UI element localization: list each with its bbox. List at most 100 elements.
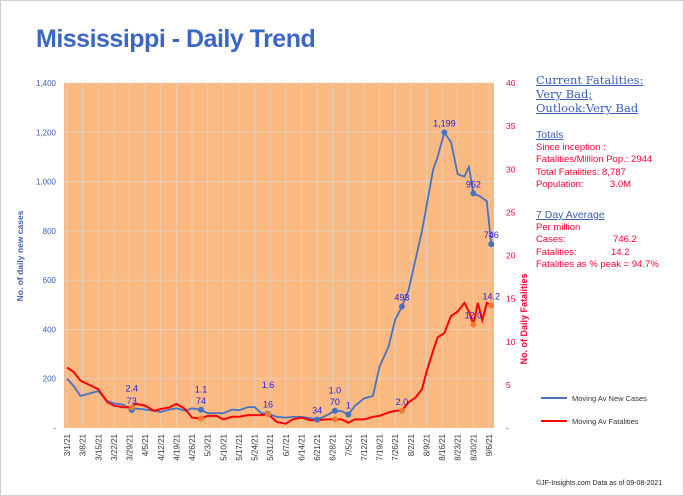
x-tick-label: 5/3/21 bbox=[204, 433, 213, 456]
x-tick-label: 7/5/21 bbox=[344, 433, 353, 456]
status-line: Outlook:Very Bad bbox=[536, 101, 639, 115]
y2-tick-label: 20 bbox=[506, 251, 516, 261]
x-tick-label: 6/21/21 bbox=[313, 433, 322, 460]
x-tick-label: 8/16/21 bbox=[438, 433, 447, 460]
x-tick-label: 9/6/21 bbox=[485, 433, 494, 456]
x-tick-label: 3/1/21 bbox=[63, 433, 72, 456]
data-label: 12.0 bbox=[465, 311, 483, 321]
data-label: 74 bbox=[196, 396, 206, 406]
data-point-marker bbox=[488, 241, 495, 248]
totals-line: Total Fatalities: 8,787 bbox=[536, 166, 626, 178]
data-point-marker bbox=[128, 404, 135, 411]
data-point-marker bbox=[331, 407, 338, 414]
plot-area bbox=[64, 83, 494, 428]
data-point-marker bbox=[398, 407, 405, 414]
y2-tick-label: 25 bbox=[506, 207, 516, 217]
data-point-marker bbox=[314, 416, 321, 423]
x-tick-label: 7/12/21 bbox=[360, 433, 369, 460]
y-tick-label: 400 bbox=[43, 325, 57, 334]
status-line: Very Bad; bbox=[536, 87, 593, 101]
y2-axis-title: No. of Daily Fatalities bbox=[519, 273, 529, 364]
page-title: Mississippi - Daily Trend bbox=[36, 25, 316, 53]
average-line: Fatalities: 14.2 bbox=[536, 246, 630, 258]
y2-tick-label: 5 bbox=[506, 380, 511, 390]
data-label: 2.4 bbox=[125, 383, 138, 393]
status-line: Current Fatalities: bbox=[536, 73, 644, 87]
totals-box: Totals Since inception : Fatalities/Mill… bbox=[536, 129, 652, 192]
x-tick-label: 6/7/21 bbox=[282, 433, 291, 456]
y2-tick-label: 10 bbox=[506, 337, 516, 347]
data-label: 1.0 bbox=[329, 385, 342, 395]
y-tick-label: 1,200 bbox=[36, 128, 57, 137]
average-line: Fatalities as % peak = 94.7% bbox=[536, 259, 659, 270]
y2-tick-label: 35 bbox=[506, 121, 516, 131]
y2-tick-label: 40 bbox=[506, 78, 516, 88]
y-tick-label: 200 bbox=[43, 375, 57, 384]
data-point-marker bbox=[331, 416, 338, 423]
y-tick-label: 600 bbox=[43, 276, 57, 285]
totals-line: Since inception : bbox=[536, 141, 606, 153]
totals-line: Population: 3.0M bbox=[536, 179, 632, 190]
totals-line: Fatalities/Million Pop.: 2944 bbox=[536, 154, 653, 165]
x-tick-label: 4/5/21 bbox=[141, 433, 150, 456]
totals-header: Totals bbox=[536, 129, 564, 141]
data-point-marker bbox=[264, 411, 271, 418]
x-tick-label: 3/15/21 bbox=[94, 433, 103, 460]
cases-line bbox=[66, 130, 493, 421]
fatalities-line bbox=[66, 301, 492, 425]
y-tick-label: 1,400 bbox=[36, 79, 57, 88]
data-point-marker bbox=[197, 415, 204, 422]
data-label: 34 bbox=[312, 406, 322, 416]
data-label: 16 bbox=[263, 400, 273, 410]
x-tick-label: 8/9/21 bbox=[422, 433, 431, 456]
data-point-marker bbox=[345, 411, 352, 418]
data-label: 952 bbox=[466, 179, 481, 189]
x-tick-label: 5/10/21 bbox=[219, 433, 228, 460]
data-point-marker bbox=[470, 190, 477, 197]
average-header: 7 Day Average bbox=[536, 209, 605, 221]
x-tick-label: 7/26/21 bbox=[391, 433, 400, 460]
x-tick-label: 6/28/21 bbox=[329, 433, 338, 460]
legend-label: Moving Av New Cases bbox=[572, 394, 647, 403]
data-label: 493 bbox=[394, 293, 409, 303]
y-axis-title: No. of daily new cases bbox=[15, 210, 25, 301]
x-tick-label: 3/8/21 bbox=[79, 433, 88, 456]
data-label: 73 bbox=[127, 396, 137, 406]
x-tick-label: 8/23/21 bbox=[454, 433, 463, 460]
data-point-marker bbox=[488, 302, 495, 309]
legend-label: Moving Av Fatalities bbox=[572, 417, 639, 426]
y2-tick-label: - bbox=[506, 423, 509, 433]
data-label: 1 bbox=[346, 400, 351, 410]
average-box: 7 Day Average Per million Cases: 746.2 F… bbox=[536, 209, 659, 272]
data-label: 70 bbox=[330, 397, 340, 407]
x-tick-label: 5/17/21 bbox=[235, 433, 244, 460]
x-tick-label: 4/19/21 bbox=[172, 433, 181, 460]
data-point-marker bbox=[441, 129, 448, 136]
y-tick-label: - bbox=[53, 424, 56, 433]
data-label: 14.2 bbox=[482, 292, 500, 302]
x-tick-label: 5/24/21 bbox=[251, 433, 260, 460]
y-tick-label: 1,000 bbox=[36, 178, 57, 187]
x-tick-label: 4/12/21 bbox=[157, 433, 166, 460]
x-tick-label: 7/19/21 bbox=[376, 433, 385, 460]
x-tick-label: 5/31/21 bbox=[266, 433, 275, 460]
x-tick-label: 6/14/21 bbox=[297, 433, 306, 460]
x-tick-label: 3/29/21 bbox=[126, 433, 135, 460]
x-tick-label: 3/22/21 bbox=[110, 433, 119, 460]
y2-tick-label: 15 bbox=[506, 294, 516, 304]
data-label: 1,199 bbox=[433, 119, 456, 129]
x-tick-label: 8/2/21 bbox=[407, 433, 416, 456]
x-tick-label: 8/30/21 bbox=[469, 433, 478, 460]
y2-tick-label: 30 bbox=[506, 164, 516, 174]
y-tick-label: 800 bbox=[43, 227, 57, 236]
x-tick-label: 4/26/21 bbox=[188, 433, 197, 460]
average-line: Cases: 746.2 bbox=[536, 234, 637, 245]
data-label: 1.1 bbox=[195, 385, 208, 395]
data-label: 746 bbox=[484, 230, 499, 240]
data-label: 2.0 bbox=[396, 397, 409, 407]
data-point-marker bbox=[398, 303, 405, 310]
data-point-marker bbox=[470, 321, 477, 328]
footer: ©JF-Insights.com Data as of 09-08-2021 bbox=[536, 480, 663, 487]
